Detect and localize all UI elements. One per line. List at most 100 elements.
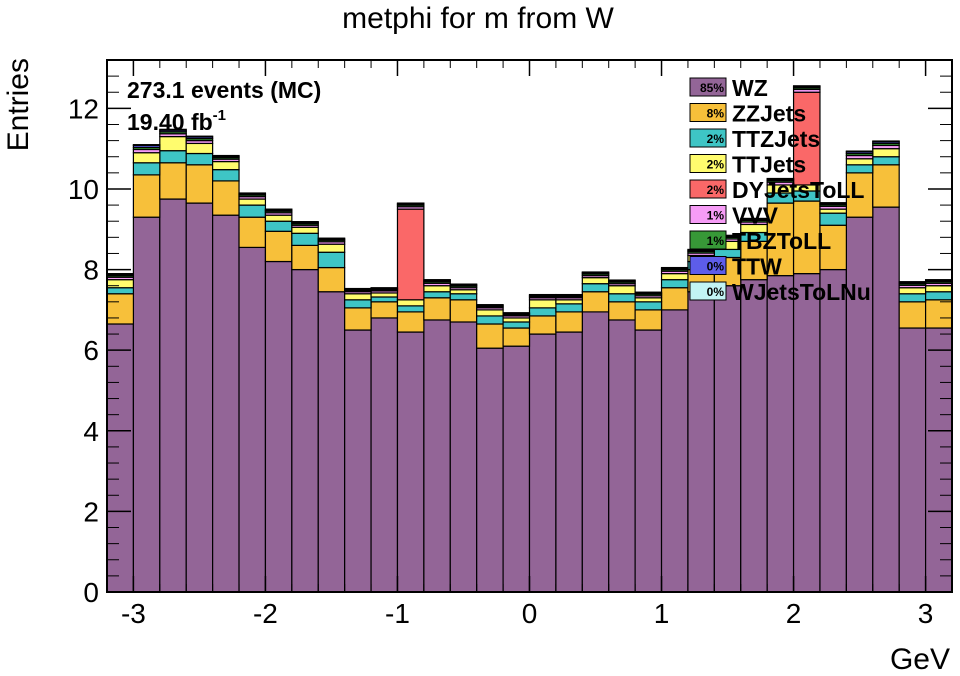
legend-label: TBZToLL [732,228,831,254]
bar-TTJets-7 [291,226,319,234]
bar-TTJets-14 [476,309,504,317]
bar-TTJets-29 [872,148,900,158]
bar-TTJets-30 [898,287,927,295]
legend-swatch [689,154,727,173]
bar-WZ-27 [819,268,847,593]
bar-WZ-12 [423,319,451,593]
bar-WJetsToLNu-20 [634,291,663,294]
legend-entry-TTJets: 2% TTJets [689,152,806,178]
bar-TTZJets-0 [106,287,135,295]
bar-WZ-17 [555,331,583,593]
bar-TTJets-17 [555,299,583,305]
bar-TTJets-3 [185,142,214,155]
bar-WJetsToLNu-17 [555,293,583,296]
bar-WJetsToLNu-15 [502,312,531,315]
bar-ZZJets-16 [528,315,557,335]
bar-ZZJets-8 [317,266,346,293]
series-WJetsToLNu [106,85,953,315]
bar-WJetsToLNu-12 [423,279,451,282]
bar-TTJets-27 [819,208,847,214]
bar-ZZJets-17 [555,311,583,333]
bar-TTZJets-15 [502,321,531,329]
bar-TTJets-11 [396,299,425,307]
luminosity-value: 19.40 fb [127,109,213,135]
legend-label: TTJets [732,152,806,178]
bar-ZZJets-2 [159,162,187,200]
bar-TTJets-10 [370,292,399,298]
legend-swatch [689,77,727,97]
bar-WJetsToLNu-25 [766,177,795,180]
legend-entry-WZ: 85% WZ [689,75,768,101]
bar-WJetsToLNu-28 [845,150,874,153]
legend-swatch [689,281,727,301]
bar-WZ-13 [449,321,478,593]
legend-swatch [689,205,727,224]
chart-title: metphi for m from W [342,2,614,35]
bar-TTJets-1 [132,152,161,164]
bar-WJetsToLNu-27 [819,202,847,205]
bar-TTZJets-7 [291,232,319,246]
bar-TTZJets-29 [872,156,900,166]
bar-WJetsToLNu-19 [608,279,636,282]
bar-ZZJets-5 [238,216,267,249]
bar-WZ-29 [872,206,900,593]
y-axis-title: Entries [2,58,35,151]
bar-TTJets-20 [634,297,663,303]
bar-ZZJets-6 [264,230,293,263]
bar-WZ-8 [317,291,346,593]
legend-swatch [689,103,727,122]
legend-swatch [689,256,727,275]
bar-TTZJets-12 [423,291,451,299]
bar-WJetsToLNu-11 [396,202,425,205]
bar-ZZJets-18 [581,291,610,313]
bar-WJetsToLNu-22 [687,248,715,251]
bar-TTZJets-31 [924,291,953,301]
legend-percentage: 0% [707,285,725,299]
legend-entry-TTW: 0% TTW [689,254,782,280]
bar-WJetsToLNu-0 [106,273,135,276]
bar-ZZJets-29 [872,164,900,208]
legend-label: VVV [732,203,779,229]
bar-TTJets-31 [924,285,953,293]
bar-ZZJets-20 [634,309,663,331]
legend-percentage: 0% [707,260,725,274]
bar-ZZJets-15 [502,327,531,347]
bar-WZ-26 [792,273,821,593]
luminosity-exponent: -1 [213,107,226,124]
bar-ZZJets-31 [924,299,953,329]
bar-DYJetsToLL-26 [792,91,821,186]
bar-WJetsToLNu-7 [291,221,319,224]
x-tick-label: -1 [385,598,410,629]
bar-ZZJets-19 [608,301,636,321]
bar-WZ-0 [106,323,135,593]
bar-TTZJets-21 [660,279,689,289]
bar-TTZJets-19 [608,293,636,303]
bar-TTJets-2 [159,135,187,152]
x-tick-label: 0 [522,598,538,629]
bar-WJetsToLNu-13 [449,283,478,286]
x-tick-label: 2 [786,598,802,629]
bar-WZ-2 [159,198,187,593]
bar-ZZJets-10 [370,301,399,319]
legend-entry-TTZJets: 2% TTZJets [689,126,820,152]
bar-WZ-20 [634,329,663,593]
series-ZZJets [106,162,953,349]
bar-ZZJets-7 [291,244,319,271]
events-label: 273.1 events (MC) [127,77,321,103]
legend-label: TTW [732,254,782,280]
bar-WJetsToLNu-26 [792,85,821,88]
bar-TTJets-5 [238,198,267,206]
bar-ZZJets-4 [212,180,240,216]
bar-WJetsToLNu-2 [159,128,187,131]
bar-DYJetsToLL-11 [396,208,425,301]
bar-WZ-23 [713,285,742,593]
y-tick-label: 6 [83,335,99,366]
bar-ZZJets-3 [185,164,214,204]
legend-percentage: 8% [707,107,725,121]
bar-WZ-31 [924,327,953,593]
legend-entry-WJetsToLNu: 0% WJetsToLNu [689,279,871,305]
legend-swatch [689,230,727,250]
legend-label: WJetsToLNu [732,279,871,305]
bar-ZZJets-21 [660,287,689,311]
bar-WZ-25 [766,275,795,593]
